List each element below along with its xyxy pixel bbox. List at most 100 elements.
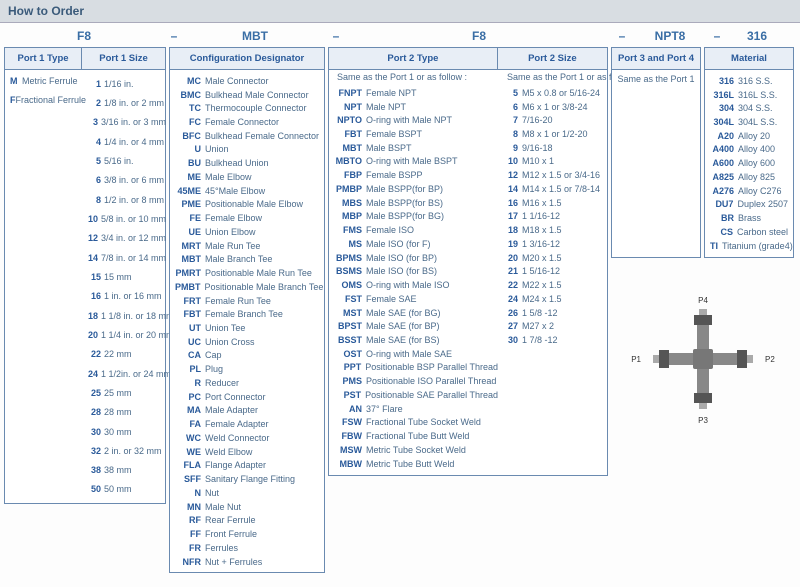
item-code: 38 xyxy=(88,464,104,476)
list-item: CSCarbon steel xyxy=(710,225,788,239)
list-item: BSSTMale SAE (for BS) xyxy=(334,333,498,347)
list-item: 1515 mm xyxy=(88,267,166,286)
item-desc: Union Cross xyxy=(205,336,255,348)
list-item: MSMale ISO (for F) xyxy=(334,237,498,251)
list-item: 3030 mm xyxy=(88,422,166,441)
list-item: MAMale Adapter xyxy=(175,404,319,418)
item-desc: Positionable Male Run Tee xyxy=(205,267,312,279)
item-desc: Male BSPP(for BS) xyxy=(366,197,443,209)
item-code: FBP xyxy=(334,169,366,181)
list-item: FCFemale Connector xyxy=(175,115,319,129)
item-desc: Alloy 600 xyxy=(738,157,775,169)
item-desc: Alloy 825 xyxy=(738,171,775,183)
list-item: MSWMetric Tube Socket Weld xyxy=(334,443,498,457)
item-code: 19 xyxy=(504,238,522,250)
item-desc: 3/4 in. or 12 mm xyxy=(101,232,166,244)
item-desc: Female SAE xyxy=(366,293,417,305)
item-code: 6 xyxy=(504,101,522,113)
col-material: 316316 S.S.316L316L S.S.304304 S.S.304L3… xyxy=(707,74,791,253)
item-code: BFC xyxy=(175,130,205,142)
block-port2: Port 2 Type Port 2 Size Same as the Port… xyxy=(328,47,608,476)
item-code: PMRT xyxy=(175,267,205,279)
item-code: BU xyxy=(175,157,205,169)
item-code: FBW xyxy=(334,430,366,442)
item-code: WE xyxy=(175,446,205,458)
list-item: 81/2 in. or 8 mm xyxy=(88,190,166,209)
list-item: WCWeld Connector xyxy=(175,431,319,445)
item-code: PPT xyxy=(334,361,365,373)
port2size-note: Same as the Port 1 or as follow : xyxy=(504,70,608,86)
list-item: FEFemale Elbow xyxy=(175,211,319,225)
block-material: Material 316316 S.S.316L316L S.S.304304 … xyxy=(704,47,794,258)
list-item: 55/16 in. xyxy=(88,151,166,170)
list-item: 5M5 x 0.8 or 5/16-24 xyxy=(504,86,608,100)
list-item: FFFront Ferrule xyxy=(175,527,319,541)
item-code: MST xyxy=(334,307,366,319)
item-code: PME xyxy=(175,198,205,210)
item-code: MBTO xyxy=(334,155,366,167)
list-item: WEWeld Elbow xyxy=(175,445,319,459)
item-desc: Titanium (grade4) xyxy=(722,240,793,252)
list-item: MBTOO-ring with Male BSPT xyxy=(334,155,498,169)
item-desc: Thermocouple Connector xyxy=(205,102,307,114)
list-item: FBTFemale BSPT xyxy=(334,127,498,141)
hdr-port2type: Port 2 Type xyxy=(329,48,498,69)
list-item: 12M12 x 1.5 or 3/4-16 xyxy=(504,168,608,182)
list-item: RReducer xyxy=(175,376,319,390)
item-code: FMS xyxy=(334,224,366,236)
item-desc: Male Nut xyxy=(205,501,241,513)
item-code: TC xyxy=(175,102,205,114)
sel-npt8: NPT8 xyxy=(628,29,712,43)
list-item: 201 1/4 in. or 20 mm xyxy=(88,325,166,344)
item-desc: Metric Tube Butt Weld xyxy=(366,458,454,470)
item-desc: Ferrules xyxy=(205,542,238,554)
item-desc: Alloy 400 xyxy=(738,143,775,155)
item-desc: Rear Ferrule xyxy=(205,514,256,526)
item-code: U xyxy=(175,143,205,155)
item-desc: 1 in. or 16 mm xyxy=(104,290,162,302)
item-code: MBS xyxy=(334,197,366,209)
list-item: 2222 mm xyxy=(88,345,166,364)
item-code: MS xyxy=(334,238,366,250)
list-item: BSMSMale ISO (for BS) xyxy=(334,265,498,279)
hdr-config: Configuration Designator xyxy=(170,48,324,69)
list-item: FRTFemale Run Tee xyxy=(175,294,319,308)
item-code: FF xyxy=(175,528,205,540)
item-desc: 1 7/8 -12 xyxy=(522,334,558,346)
list-item: PMSPositionable ISO Parallel Thread xyxy=(334,374,498,388)
list-item: MEMale Elbow xyxy=(175,170,319,184)
item-desc: Carbon steel xyxy=(737,226,788,238)
col-port2size: Same as the Port 1 or as follow : 5M5 x … xyxy=(501,70,611,471)
item-desc: M18 x 1.5 xyxy=(522,224,562,236)
col-port2type: Same as the Port 1 or as follow : FNPTFe… xyxy=(331,70,501,471)
list-item: A276Alloy C276 xyxy=(710,184,788,198)
item-code: A400 xyxy=(710,143,738,155)
list-item: 24M24 x 1.5 xyxy=(504,292,608,306)
item-code: 17 xyxy=(504,210,522,222)
item-desc: Nut + Ferrules xyxy=(205,556,262,568)
item-desc: 45°Male Elbow xyxy=(205,185,265,197)
item-desc: Union Tee xyxy=(205,322,245,334)
sel-316: 316 xyxy=(722,29,792,43)
item-code: 5 xyxy=(504,87,522,99)
item-code: 12 xyxy=(504,169,522,181)
item-code: FBT xyxy=(175,308,205,320)
item-code: MBW xyxy=(334,458,366,470)
list-item: 322 in. or 32 mm xyxy=(88,441,166,460)
item-desc: Weld Connector xyxy=(205,432,269,444)
item-desc: Positionable Male Elbow xyxy=(205,198,303,210)
item-code: 6 xyxy=(88,174,104,186)
item-code: MN xyxy=(175,501,205,513)
list-item: MBPMale BSPP(for BG) xyxy=(334,210,498,224)
list-item: 171 1/16-12 xyxy=(504,210,608,224)
item-code: FR xyxy=(175,542,205,554)
item-code: 14 xyxy=(504,183,522,195)
list-item: MMetric Ferrule xyxy=(10,74,82,93)
list-item: SFFSanitary Flange Fitting xyxy=(175,472,319,486)
item-desc: 304 S.S. xyxy=(738,102,773,114)
item-code: 15 xyxy=(88,271,104,283)
list-item: 304L304L S.S. xyxy=(710,115,788,129)
item-code: UE xyxy=(175,226,205,238)
item-desc: Union xyxy=(205,143,229,155)
list-item: MBWMetric Tube Butt Weld xyxy=(334,457,498,471)
